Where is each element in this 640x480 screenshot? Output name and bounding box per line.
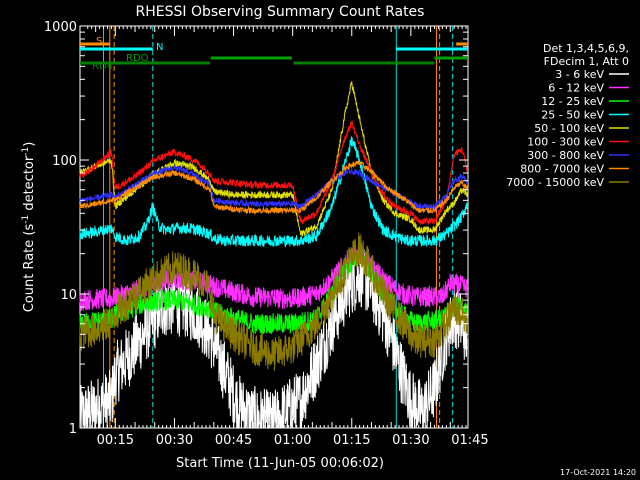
legend-entry-label: 100 - 300 keV <box>527 136 604 149</box>
legend-entry-label: 12 - 25 keV <box>541 95 604 108</box>
series-line <box>79 246 469 429</box>
x-tick-label: 01:30 <box>392 433 429 448</box>
chart-title: RHESSI Observing Summary Count Rates <box>136 4 425 20</box>
legend-header-line-1: Det 1,3,4,5,6,9, <box>543 42 629 55</box>
legend-entry-label: 3 - 6 keV <box>555 68 604 81</box>
series-line <box>79 81 469 237</box>
series-line <box>79 232 469 371</box>
legend-entry-label: 50 - 100 keV <box>534 122 604 135</box>
legend-entry-label: 7000 - 15000 keV <box>506 176 604 189</box>
legend-header-line-2: FDecim 1, Att 0 <box>544 55 629 68</box>
x-tick-label: 00:45 <box>215 433 252 448</box>
x-axis-label: Start Time (11-Jun-05 00:06:02) <box>176 456 384 471</box>
x-tick-label: 01:45 <box>451 433 488 448</box>
state-label-rd4: RD4 <box>92 61 113 72</box>
plot-frame <box>79 25 469 429</box>
y-tick-label: 10 <box>60 288 77 303</box>
x-tick-label: 01:15 <box>333 433 370 448</box>
state-bars: S N RDO RD4 <box>80 36 468 72</box>
state-label-s: S <box>96 36 102 47</box>
series-lines <box>79 81 469 429</box>
legend: Det 1,3,4,5,6,9, FDecim 1, Att 0 3 - 6 k… <box>506 42 629 189</box>
y-tick-label: 100 <box>52 154 77 169</box>
series-line <box>79 136 469 248</box>
state-label-rdo: RDO <box>126 53 149 64</box>
x-tick-label: 00:30 <box>156 433 193 448</box>
legend-entry-label: 300 - 800 keV <box>527 149 604 162</box>
series-line <box>79 120 469 226</box>
series-line <box>79 160 469 216</box>
legend-entry-label: 800 - 7000 keV <box>520 163 604 176</box>
state-label-n: N <box>156 42 163 53</box>
timestamp: 17-Oct-2021 14:20 <box>560 468 636 477</box>
y-tick-label: 1000 <box>44 20 77 35</box>
x-tick-label: 00:15 <box>97 433 134 448</box>
legend-entry-label: 25 - 50 keV <box>541 109 604 122</box>
y-axis: 1 10 100 1000 <box>44 20 468 437</box>
x-axis: 00:15 00:30 00:45 01:00 01:15 01:30 01:45 <box>87 26 489 448</box>
legend-entry-label: 6 - 12 keV <box>548 82 604 95</box>
y-tick-label: 1 <box>69 422 77 437</box>
x-tick-label: 01:00 <box>274 433 311 448</box>
y-axis-label: Count Rate (s-1 detector-1) <box>21 142 37 313</box>
